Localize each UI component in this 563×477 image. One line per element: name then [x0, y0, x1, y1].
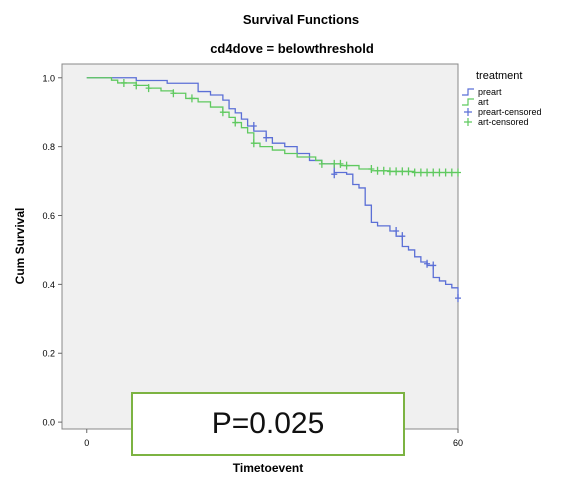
censor-mark-art	[411, 168, 418, 177]
censor-mark-art	[386, 167, 393, 176]
censor-mark-art	[318, 159, 325, 168]
censor-mark-art	[188, 94, 195, 103]
censor-mark-art	[368, 165, 375, 174]
censor-mark-preart	[250, 121, 257, 130]
legend-swatch	[462, 98, 474, 106]
legend: treatment preartartpreart-censoredart-ce…	[462, 70, 542, 127]
y-tick-label: 0.4	[42, 280, 55, 290]
chart-title: Survival Functions	[243, 12, 359, 27]
series-line-art	[86, 77, 458, 174]
censor-mark-preart	[263, 133, 270, 142]
legend-label: art	[478, 97, 489, 107]
series-layer	[86, 77, 461, 303]
x-tick-label: 60	[453, 438, 463, 448]
legend-label: preart-censored	[478, 107, 542, 117]
y-axis-label: Cum Survival	[13, 208, 27, 285]
censor-mark-art	[417, 168, 424, 177]
censor-mark-preart	[424, 259, 431, 268]
censor-mark-art	[337, 159, 344, 168]
censor-mark-art	[343, 161, 350, 170]
legend-swatch	[464, 108, 472, 116]
censor-mark-art	[331, 159, 338, 168]
axes: 0.0 0.2 0.4 0.6 0.8 1.0 0 60	[42, 73, 463, 448]
x-axis-label: Timetoevent	[233, 461, 303, 475]
chart-subtitle: cd4dove = belowthreshold	[210, 41, 374, 56]
censor-mark-art	[405, 167, 412, 176]
plot-area	[61, 63, 459, 430]
censor-mark-art	[393, 167, 400, 176]
censor-mark-preart	[393, 227, 400, 236]
y-tick-label: 0.6	[42, 211, 55, 221]
censor-mark-art	[399, 167, 406, 176]
y-tick-label: 1.0	[42, 73, 55, 83]
censor-mark-art	[374, 166, 381, 175]
censor-mark-preart	[399, 232, 406, 241]
censor-mark-art	[430, 168, 437, 177]
legend-title: treatment	[476, 70, 522, 82]
censor-mark-art	[219, 108, 226, 117]
p-value-annotation: P=0.025	[131, 392, 405, 456]
legend-label: preart	[478, 87, 502, 97]
censor-mark-art	[380, 166, 387, 175]
series-line-preart	[86, 77, 459, 299]
legend-swatch	[462, 88, 474, 96]
censor-mark-preart	[455, 294, 461, 303]
legend-label: art-censored	[478, 117, 529, 127]
censor-mark-art	[120, 78, 127, 87]
y-tick-label: 0.8	[42, 142, 55, 152]
censor-mark-art	[424, 168, 431, 177]
censor-mark-art	[455, 168, 461, 177]
censor-mark-art	[170, 89, 177, 98]
censor-mark-art	[133, 81, 140, 90]
censor-mark-art	[436, 168, 443, 177]
censor-mark-preart	[430, 261, 437, 270]
censor-mark-preart	[331, 170, 338, 179]
y-tick-label: 0.0	[42, 418, 55, 428]
censor-mark-art	[232, 118, 239, 127]
y-tick-label: 0.2	[42, 349, 55, 359]
censor-mark-art	[145, 84, 152, 93]
legend-swatch	[464, 118, 472, 126]
censor-mark-art	[442, 168, 449, 177]
censor-mark-art	[448, 168, 455, 177]
censor-mark-art	[250, 139, 257, 148]
x-tick-label: 0	[84, 438, 89, 448]
